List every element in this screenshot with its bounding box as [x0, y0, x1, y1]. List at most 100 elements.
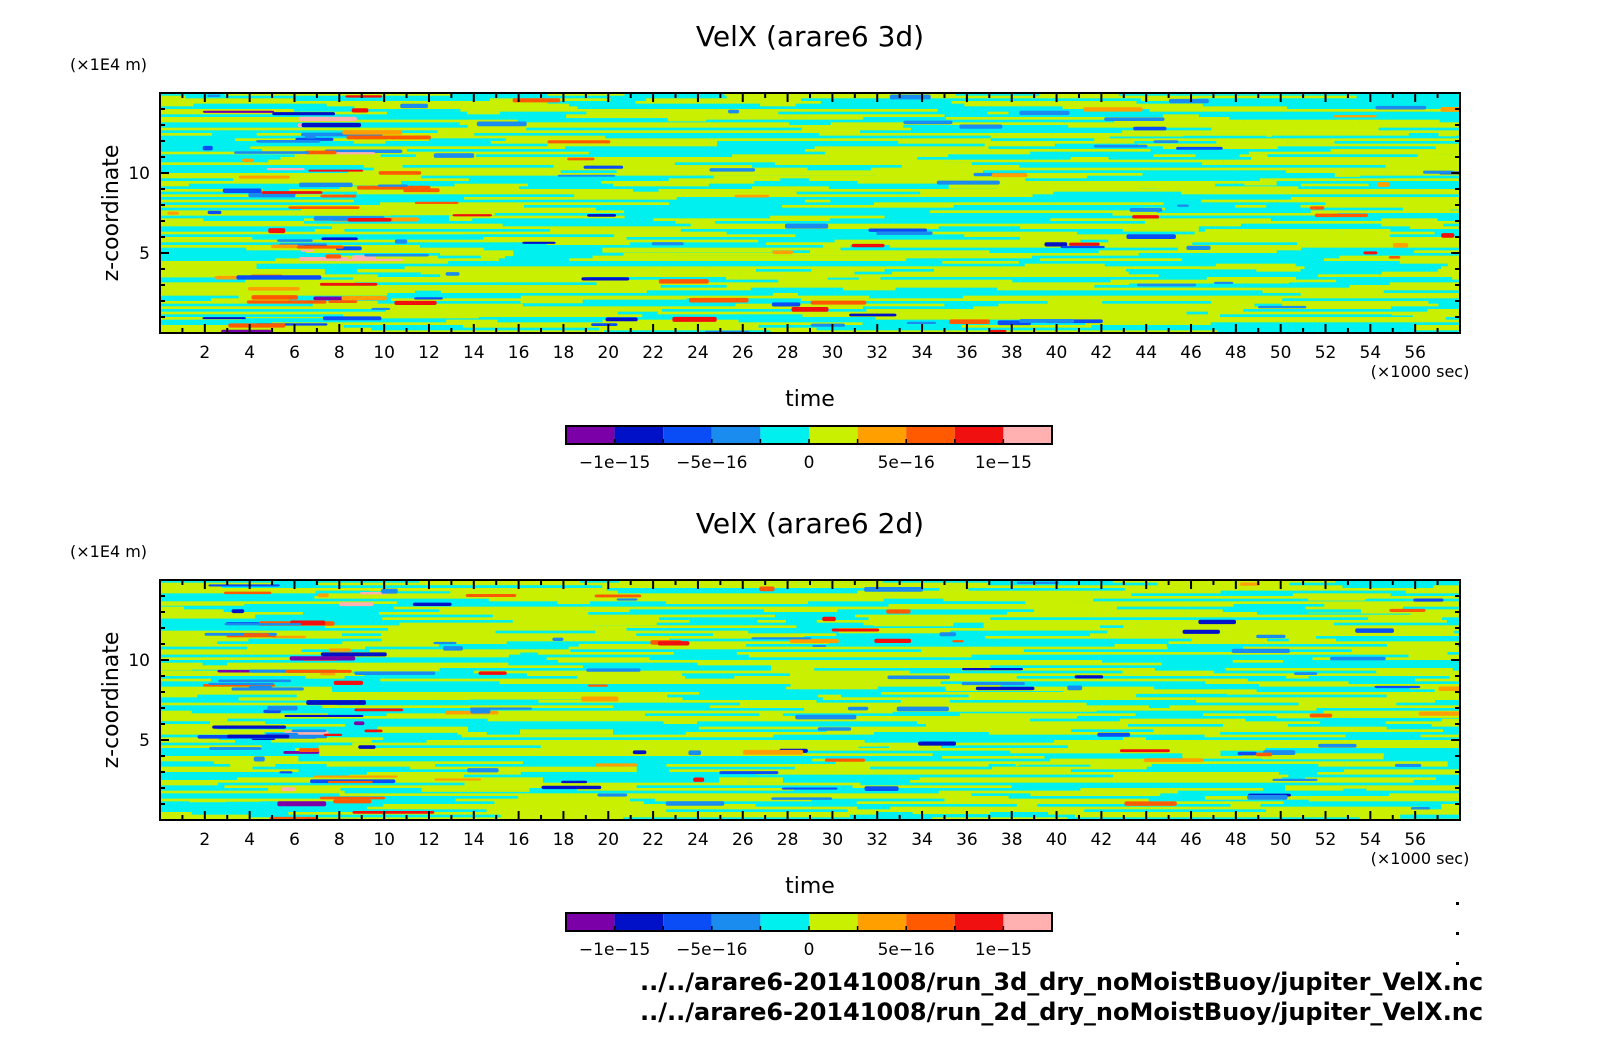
field-cell	[221, 585, 284, 589]
field-cell	[619, 111, 779, 116]
field-cell	[640, 197, 677, 202]
field-cell	[1189, 157, 1252, 163]
field-cell	[519, 133, 584, 137]
field-cell	[465, 604, 666, 609]
field-streak	[271, 244, 299, 249]
field-cell	[703, 681, 772, 685]
field-cell	[1269, 694, 1387, 699]
field-cell	[1068, 125, 1122, 129]
field-cell	[1273, 125, 1459, 129]
field-cell	[483, 247, 603, 255]
field-cell	[487, 718, 560, 724]
field-cell	[1390, 234, 1433, 239]
field-cell	[1175, 95, 1357, 99]
field-cell	[1181, 258, 1325, 264]
field-cell	[889, 774, 1114, 779]
field-cell	[1243, 646, 1359, 651]
field-cell	[737, 274, 929, 278]
colorbar-swatch	[711, 913, 761, 931]
field-cell	[1271, 135, 1332, 140]
field-cell	[596, 207, 807, 212]
field-cell	[953, 205, 1140, 209]
field-cell	[1164, 652, 1356, 658]
field-cell	[770, 330, 996, 333]
field-streak	[364, 729, 383, 733]
field-cell	[1210, 322, 1325, 326]
field-cell	[1300, 183, 1369, 187]
field-cell	[246, 247, 484, 251]
field-cell	[1244, 165, 1386, 169]
field-cell	[365, 660, 403, 664]
field-cell	[1139, 205, 1236, 210]
field-cell	[574, 194, 811, 199]
field-cell	[629, 242, 766, 247]
field-cell	[1096, 710, 1211, 715]
marker-dot	[1456, 932, 1459, 935]
x-tick-label: 42	[1091, 830, 1113, 850]
field-cell	[1413, 325, 1460, 329]
field-cell	[1435, 149, 1460, 154]
field-cell	[160, 282, 355, 287]
field-cell	[1067, 745, 1249, 749]
colorbar-label: 5e−16	[878, 453, 935, 473]
field-streak	[632, 750, 647, 755]
field-cell	[1140, 183, 1216, 189]
field-cell	[192, 665, 377, 670]
field-cell	[490, 103, 569, 109]
field-cell	[1110, 279, 1289, 284]
field-cell	[229, 314, 344, 318]
field-cell	[160, 796, 320, 802]
field-streak	[1067, 685, 1083, 691]
field-cell	[622, 598, 817, 604]
field-cell	[344, 194, 575, 200]
field-cell	[1145, 221, 1375, 226]
field-cell	[356, 191, 458, 197]
field-streak	[1213, 281, 1234, 284]
field-streak	[308, 169, 364, 172]
field-cell	[1094, 726, 1207, 732]
field-streak	[1186, 245, 1211, 250]
field-cell	[1400, 662, 1460, 670]
colorbar-swatch	[1003, 426, 1052, 444]
field-cell	[1007, 612, 1093, 617]
field-cell	[937, 109, 1150, 113]
field-cell	[1334, 173, 1460, 177]
field-cell	[600, 226, 713, 231]
field-streak	[581, 696, 619, 702]
x-tick-label: 28	[777, 343, 799, 363]
field-cell	[724, 673, 790, 677]
field-streak	[414, 201, 459, 205]
field-cell	[160, 143, 218, 149]
field-cell	[1132, 732, 1221, 737]
field-cell	[1408, 133, 1439, 137]
field-streak	[228, 323, 286, 328]
field-cell	[927, 98, 1141, 103]
field-cell	[339, 287, 441, 291]
field-cell	[642, 266, 664, 270]
field-cell	[503, 737, 601, 741]
field-cell	[512, 620, 690, 626]
field-cell	[875, 317, 1098, 320]
field-cell	[275, 258, 499, 265]
field-cell	[369, 649, 391, 654]
field-cell	[544, 625, 566, 629]
field-cell	[252, 766, 411, 770]
field-cell	[1112, 306, 1281, 312]
field-cell	[818, 293, 939, 296]
field-cell	[1311, 622, 1334, 628]
field-cell	[658, 103, 694, 107]
field-cell	[850, 245, 890, 250]
field-cell	[629, 609, 651, 614]
field-cell	[1417, 189, 1460, 195]
field-cell	[1201, 199, 1360, 205]
field-streak	[1153, 140, 1179, 144]
field-streak	[1410, 806, 1431, 810]
field-cell	[715, 221, 914, 225]
field-cell	[1144, 194, 1384, 199]
field-cell	[666, 809, 848, 814]
field-cell	[1360, 175, 1460, 181]
field-cell	[832, 652, 916, 656]
field-cell	[1382, 809, 1460, 815]
field-cell	[939, 662, 1162, 667]
field-cell	[909, 670, 1123, 674]
